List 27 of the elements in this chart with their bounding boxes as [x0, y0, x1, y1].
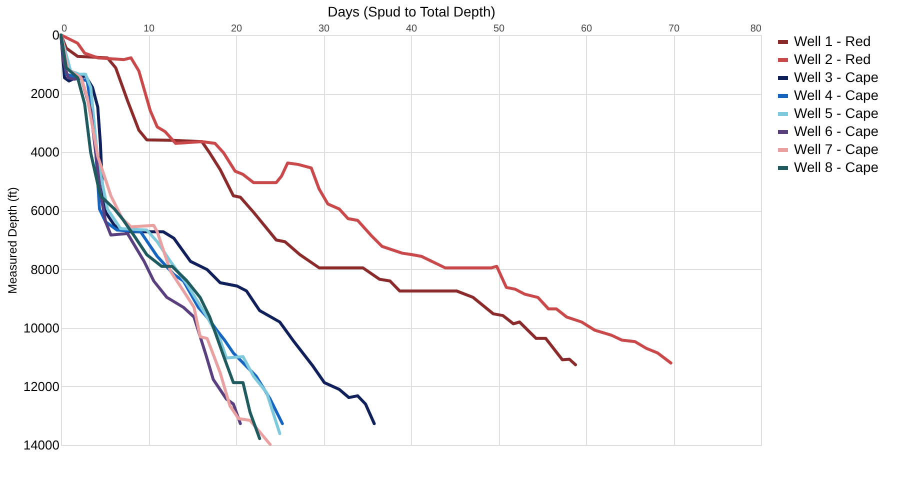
legend-label: Well 8 - Cape	[794, 159, 879, 175]
x-tick-label: 60	[580, 24, 592, 34]
x-tick-label: 40	[406, 24, 418, 34]
y-tick-label: 2000	[30, 86, 60, 102]
y-tick-label: 14000	[23, 438, 60, 452]
x-axis-title: Days (Spud to Total Depth)	[328, 4, 496, 20]
y-tick-label: 10000	[23, 320, 60, 336]
x-tick-label: 70	[668, 24, 680, 34]
legend-label: Well 5 - Cape	[794, 105, 879, 121]
x-tick-label: 20	[230, 24, 242, 34]
x-tick-label: 50	[493, 24, 505, 34]
legend-label: Well 6 - Cape	[794, 123, 879, 139]
legend-label: Well 1 - Red	[794, 33, 871, 49]
line-series	[60, 34, 672, 364]
legend-label: Well 7 - Cape	[794, 141, 879, 157]
x-tick-label: 30	[318, 24, 330, 34]
y-tick-label: 6000	[30, 203, 60, 218]
y-tick-label: 8000	[30, 262, 60, 277]
legend-label: Well 2 - Red	[794, 51, 871, 67]
y-tick-label: 4000	[30, 144, 60, 160]
y-tick-label: 12000	[23, 378, 60, 394]
x-tick-label: 80	[750, 24, 762, 34]
legend-label: Well 3 - Cape	[794, 69, 879, 85]
legend-label: Well 4 - Cape	[794, 87, 879, 103]
x-tick-label: 10	[143, 24, 155, 34]
y-axis-title: Measured Depth (ft)	[5, 187, 20, 294]
x-tick-label: 0	[62, 24, 68, 34]
